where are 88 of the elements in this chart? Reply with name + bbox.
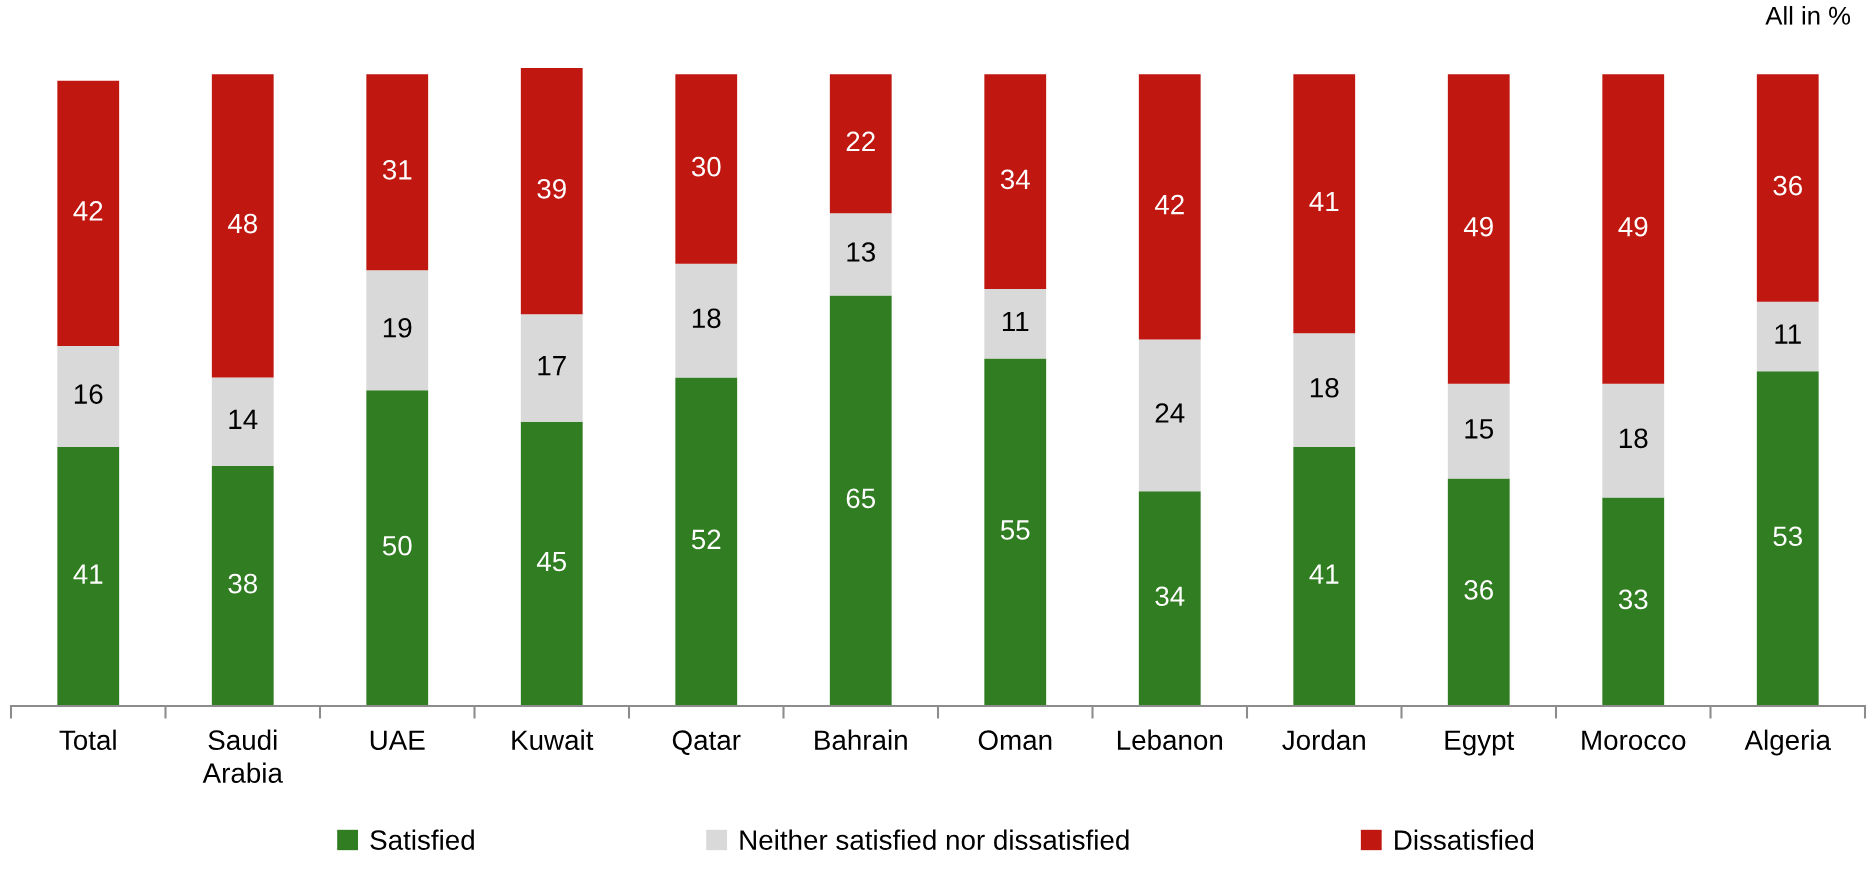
data-label: 22 <box>846 131 875 151</box>
data-label: 41 <box>1309 564 1339 584</box>
data-label: 36 <box>1464 580 1493 600</box>
bar <box>366 270 429 391</box>
bar <box>211 74 274 378</box>
x-tick-label: UAE <box>370 730 425 751</box>
bar <box>675 74 738 264</box>
bar <box>1602 383 1665 498</box>
data-label: 11 <box>1775 324 1801 344</box>
data-label: 36 <box>1773 175 1802 196</box>
data-label: 34 <box>1000 169 1030 190</box>
bar <box>1602 74 1665 384</box>
bar <box>366 390 429 706</box>
data-label: 45 <box>536 551 567 572</box>
bar <box>1756 301 1819 372</box>
x-tick-label: Bahrain <box>815 729 907 751</box>
data-label: 17 <box>538 356 566 376</box>
data-label: 11 <box>1002 311 1029 332</box>
legend-label: Neither satisfied nor dissatisfied <box>740 829 1129 850</box>
data-label: 55 <box>1000 520 1030 540</box>
bar <box>57 345 120 448</box>
data-label: 18 <box>1310 377 1339 398</box>
data-label: 41 <box>1309 191 1339 211</box>
data-label: 18 <box>692 308 721 329</box>
data-label: 38 <box>228 573 257 594</box>
x-tick-label: Jordan <box>1282 729 1365 751</box>
bar <box>1138 491 1201 706</box>
bar <box>829 295 892 706</box>
bar <box>520 68 583 315</box>
data-label: 48 <box>227 213 257 234</box>
data-label: 19 <box>383 317 412 338</box>
bar <box>520 314 583 422</box>
bar <box>1447 74 1510 384</box>
bar <box>1756 74 1819 302</box>
bar <box>211 377 274 466</box>
bar <box>1756 371 1819 706</box>
data-label: 42 <box>1154 194 1184 215</box>
data-label: 24 <box>1155 403 1185 423</box>
x-tick-label: Algeria <box>1744 729 1831 756</box>
data-label: 15 <box>1465 419 1494 439</box>
data-label: 18 <box>1619 428 1648 449</box>
bar <box>1293 447 1356 706</box>
bar <box>984 74 1047 290</box>
data-label: 33 <box>1618 589 1648 610</box>
x-tick-label: Oman <box>978 730 1052 751</box>
data-label: 41 <box>73 564 103 584</box>
bar <box>1602 497 1665 706</box>
data-label: 53 <box>1773 526 1802 547</box>
x-tick-label: Qatar <box>672 730 741 755</box>
data-label: 16 <box>74 384 103 404</box>
x-tick-label: Total <box>59 729 116 751</box>
data-label: 31 <box>382 160 412 180</box>
bar <box>1447 383 1510 479</box>
data-label: 49 <box>1463 216 1493 237</box>
data-label: 49 <box>1618 216 1648 237</box>
data-label: 34 <box>1155 586 1185 607</box>
bar <box>1138 339 1201 492</box>
x-tick-label: Saudi Arabia <box>202 729 283 783</box>
text: All in % <box>1765 6 1851 25</box>
bar <box>366 74 429 271</box>
bar <box>1447 478 1510 706</box>
bar <box>57 447 120 706</box>
bar <box>829 213 892 296</box>
bar <box>829 74 892 214</box>
data-label: 14 <box>229 409 258 429</box>
bar <box>675 263 738 378</box>
data-label: 50 <box>382 535 412 556</box>
bar <box>1138 74 1201 340</box>
bar <box>984 289 1047 359</box>
data-label: 52 <box>691 529 721 550</box>
legend-label: Satisfied <box>370 829 474 850</box>
data-label: 39 <box>537 178 566 199</box>
data-label: 30 <box>691 156 721 177</box>
bar <box>984 358 1047 706</box>
x-tick-label: Kuwait <box>512 729 594 751</box>
bar <box>57 80 120 346</box>
x-tick-label: Morocco <box>1582 730 1686 751</box>
bar <box>520 421 583 706</box>
data-label: 65 <box>846 488 876 509</box>
x-tick-label: Lebanon <box>1117 729 1223 751</box>
legend-label: Dissatisfied <box>1395 829 1534 850</box>
bar <box>1293 74 1356 334</box>
bar <box>675 377 738 706</box>
data-label: 42 <box>73 201 103 221</box>
bar <box>211 465 274 706</box>
x-tick-label: Egypt <box>1445 730 1515 756</box>
data-label: 13 <box>847 242 875 262</box>
bar <box>1293 333 1356 448</box>
